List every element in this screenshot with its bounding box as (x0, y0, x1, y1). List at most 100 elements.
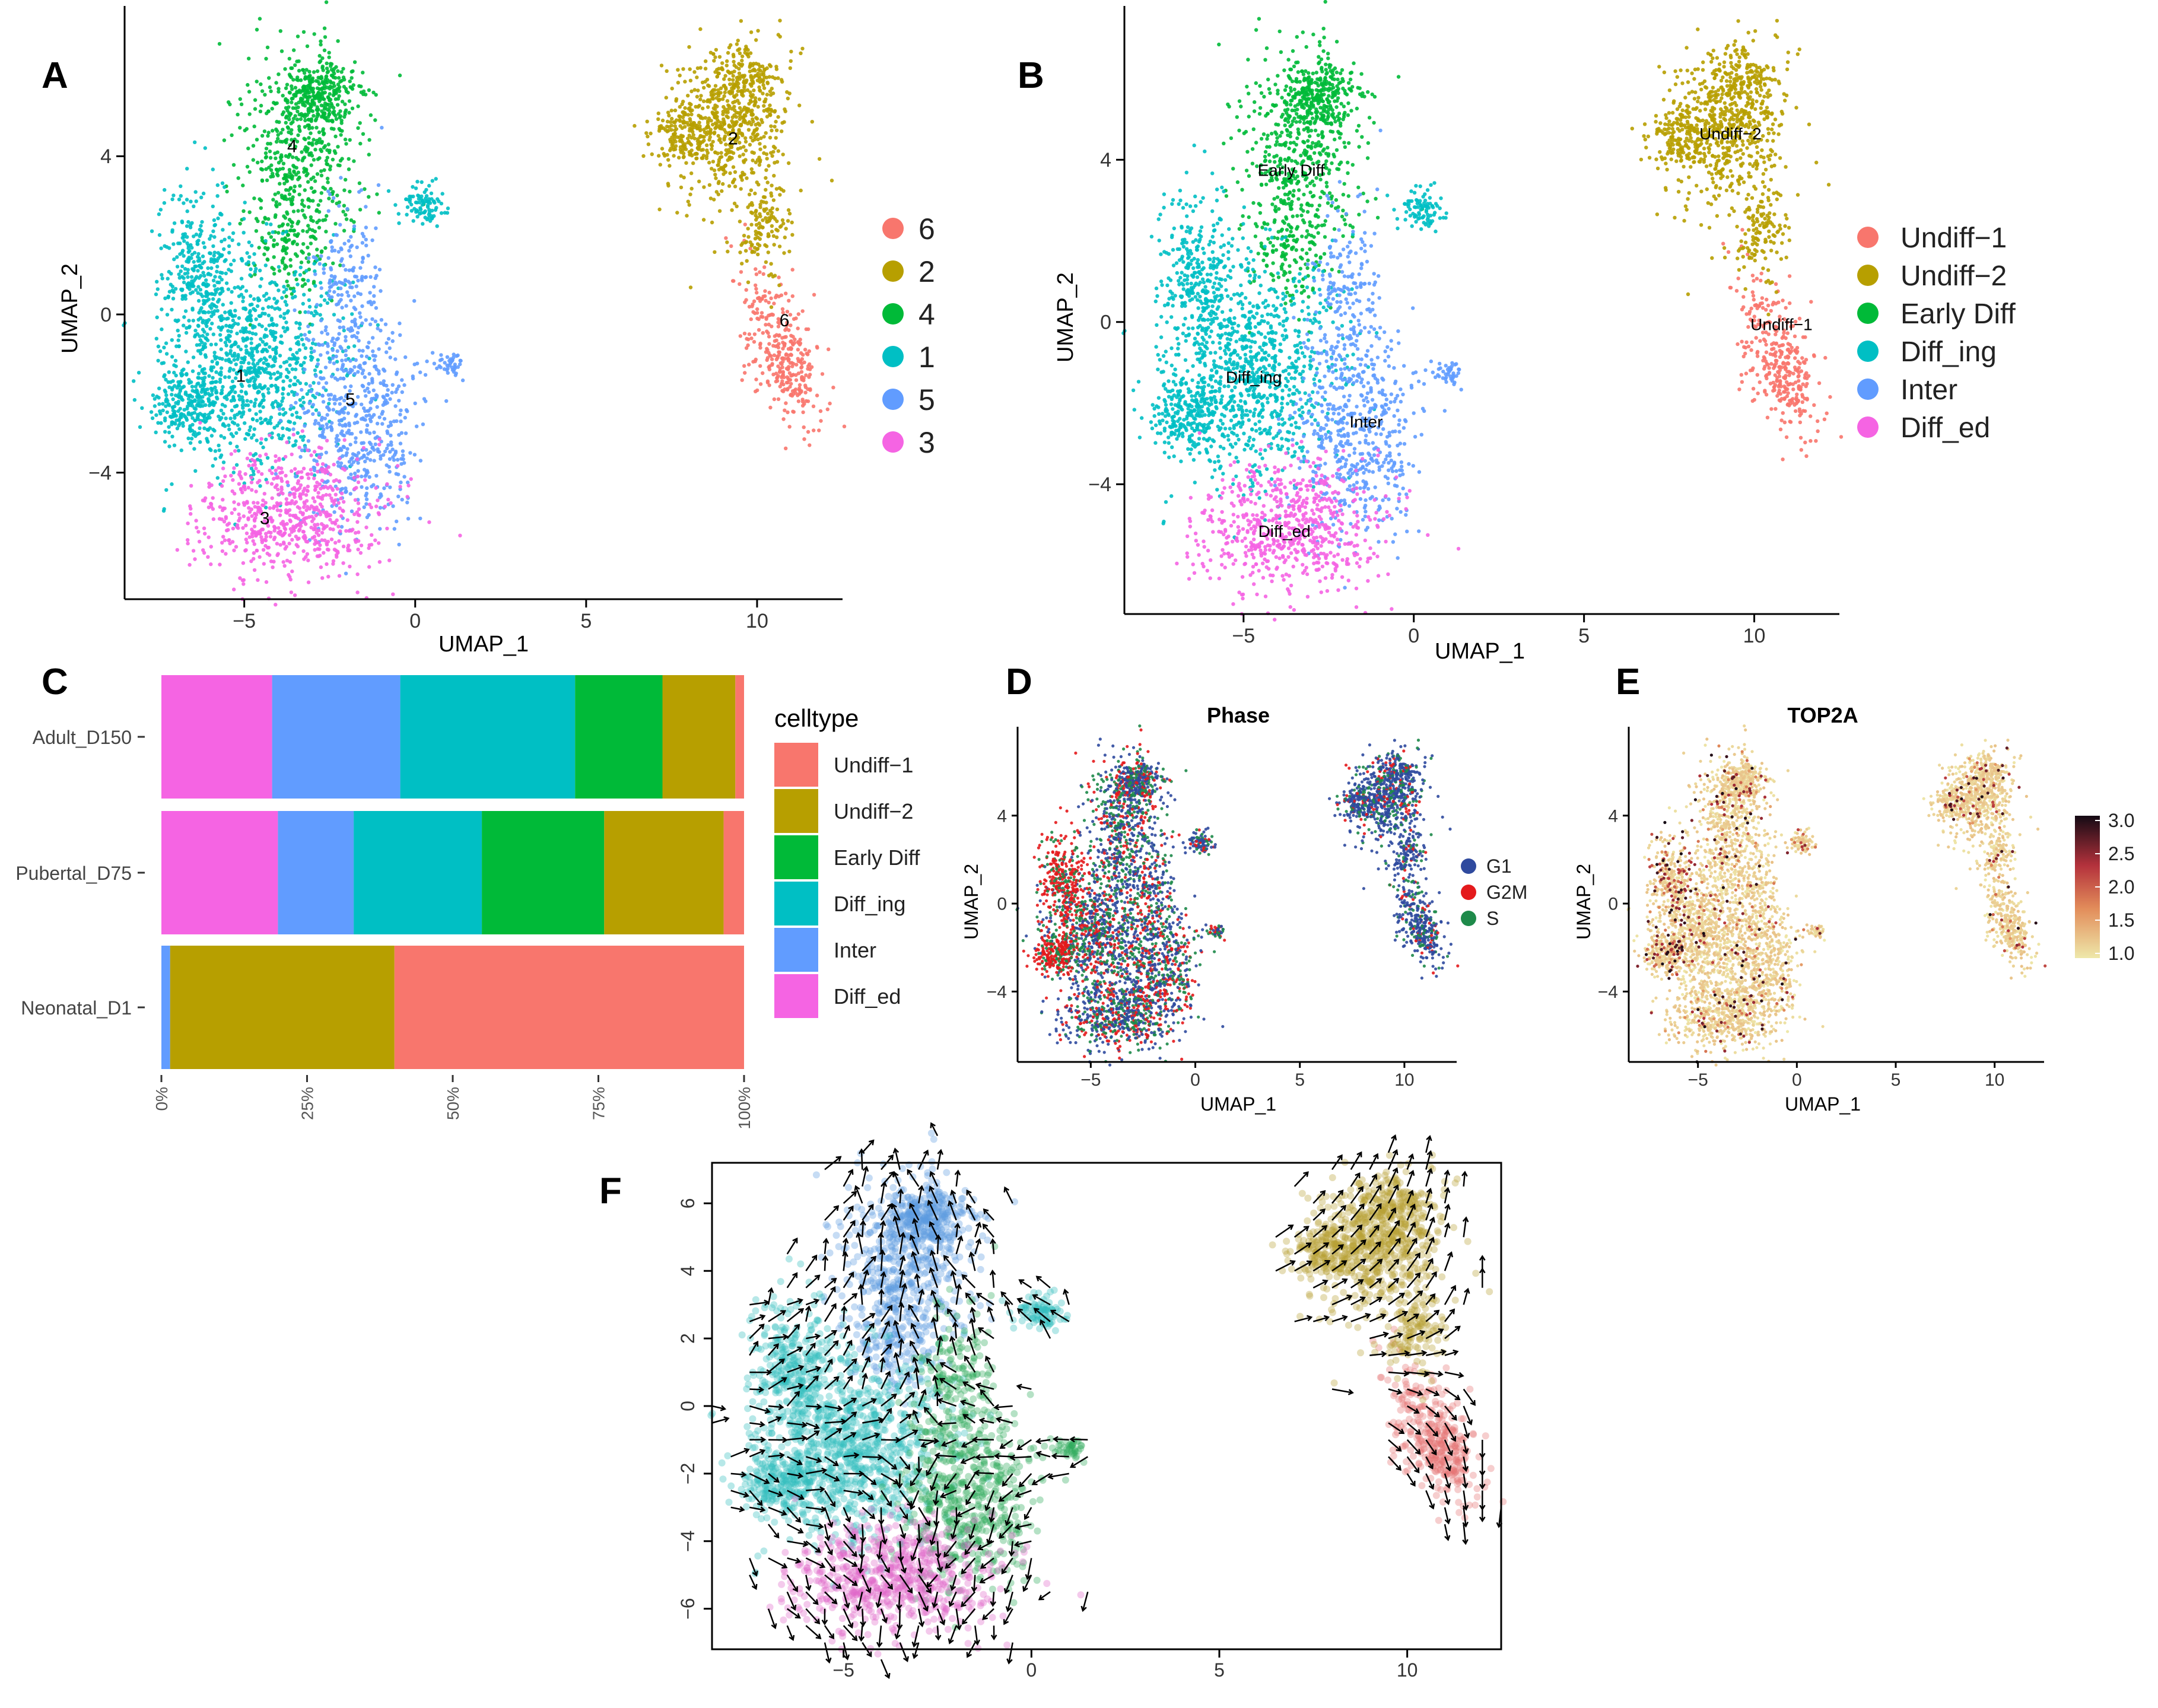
cell-point (801, 410, 805, 415)
cell-point (324, 325, 328, 329)
cell-point (322, 48, 327, 53)
cell-point (284, 86, 288, 90)
cell-point (770, 362, 774, 367)
cell-point (708, 196, 713, 201)
cell-point (338, 345, 342, 349)
cell-point (707, 160, 711, 165)
cell-point (167, 403, 171, 408)
cell-point (179, 412, 183, 416)
cell-point (206, 505, 211, 510)
cell-point (260, 167, 265, 172)
cell-point (353, 322, 358, 326)
cell-point (317, 53, 322, 58)
cell-point (738, 141, 742, 145)
cell-point (210, 322, 214, 326)
cell-point (422, 397, 427, 401)
cell-point (687, 45, 691, 49)
cell-point (446, 206, 450, 211)
cell-point (224, 358, 228, 362)
cell-point (796, 312, 801, 316)
cell-point (285, 233, 290, 237)
cell-point (258, 314, 262, 319)
cell-point (209, 234, 213, 238)
cell-point (742, 364, 746, 368)
cell-point (336, 76, 341, 80)
cell-point (250, 417, 255, 421)
cell-point (265, 45, 270, 50)
cell-point (423, 373, 428, 377)
cell-point (290, 224, 294, 228)
cell-point (383, 322, 388, 326)
cell-point (739, 122, 743, 127)
cell-point (286, 126, 291, 131)
cell-point (363, 187, 367, 191)
cell-point (285, 82, 290, 87)
cell-point (310, 154, 314, 158)
cell-point (428, 219, 433, 223)
cell-point (241, 561, 246, 565)
cell-point (355, 474, 360, 479)
cell-point (754, 287, 758, 291)
cell-point (274, 399, 278, 403)
cell-point (222, 435, 227, 440)
cell-point (319, 250, 324, 254)
cell-point (265, 257, 269, 262)
cell-point (309, 241, 313, 246)
cell-point (173, 393, 178, 397)
cell-point (315, 554, 320, 558)
cell-point (268, 142, 272, 146)
cell-point (329, 537, 334, 542)
cell-point (776, 76, 780, 80)
cell-point (300, 284, 305, 288)
cell-point (649, 131, 653, 136)
cell-point (231, 470, 236, 475)
cell-point (758, 214, 762, 218)
cell-point (269, 482, 274, 486)
cell-point (375, 192, 379, 196)
cell-point (401, 453, 405, 457)
cell-point (247, 255, 252, 259)
cell-point (281, 560, 285, 564)
cell-point (164, 377, 168, 382)
cell-point (774, 357, 779, 361)
cell-point (278, 364, 282, 369)
cell-point (733, 185, 738, 189)
cell-point (817, 157, 822, 161)
cell-point (204, 290, 208, 294)
cell-point (328, 485, 332, 489)
cell-point (673, 124, 678, 128)
cell-point (249, 341, 253, 345)
cell-point (357, 181, 362, 185)
cell-point (339, 286, 343, 291)
cell-point (309, 358, 313, 362)
cell-point (327, 356, 332, 360)
cell-point (306, 439, 311, 443)
cell-point (732, 137, 736, 141)
cell-point (312, 175, 316, 180)
cell-point (211, 402, 215, 406)
cell-point (193, 469, 198, 473)
cell-point (414, 208, 419, 212)
cell-point (249, 366, 253, 370)
cell-point (799, 365, 803, 370)
cell-point (429, 191, 434, 196)
cell-point (790, 220, 794, 225)
cell-point (692, 136, 697, 141)
cell-point (370, 317, 374, 322)
cell-point (391, 455, 395, 459)
cell-point (755, 311, 759, 315)
cell-point (198, 343, 202, 347)
cell-point (358, 121, 362, 125)
cell-point (222, 247, 226, 252)
cell-point (754, 377, 758, 381)
cell-point (427, 208, 431, 212)
cell-point (756, 104, 760, 109)
cell-point (176, 383, 181, 387)
cell-point (259, 276, 263, 281)
cell-point (754, 267, 758, 271)
cell-point (278, 418, 282, 423)
cell-point (248, 425, 253, 430)
cell-point (710, 144, 714, 148)
cell-point (154, 292, 158, 297)
cell-point (303, 346, 308, 350)
